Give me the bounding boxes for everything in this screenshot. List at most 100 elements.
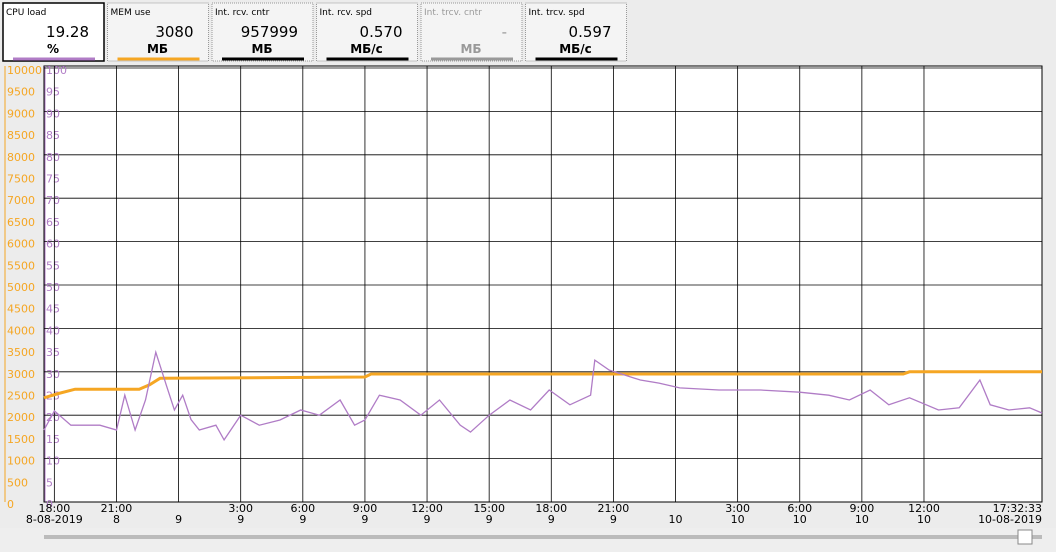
- panel[interactable]: [2, 2, 105, 62]
- panel[interactable]: [525, 2, 627, 62]
- panel-value: 3080: [155, 23, 193, 41]
- y-tick-label: 5000: [7, 281, 35, 294]
- x-tick-label: 21:00: [101, 502, 133, 515]
- panel-value: 19.28: [46, 23, 89, 41]
- y2-tick-label: 80: [46, 151, 60, 164]
- series-line: [43, 370, 1042, 400]
- y2-tick-label: 15: [46, 433, 60, 446]
- y2-tick-label: 10: [46, 455, 60, 468]
- x-tick-label: 3:00: [725, 502, 750, 515]
- y-tick-label: 4000: [7, 324, 35, 337]
- x-tick-label: 18:00: [535, 502, 567, 515]
- y-tick-label: 3500: [7, 346, 35, 359]
- y2-tick-label: 60: [46, 238, 60, 251]
- y2-tick-label: 85: [46, 129, 60, 142]
- y2-tick-label: 70: [46, 194, 60, 207]
- series-line: [43, 349, 1043, 442]
- panel-unit: МБ/с: [559, 42, 592, 56]
- panel-value: 0.570: [360, 23, 403, 41]
- x-tick-label: 18:00: [39, 502, 71, 515]
- x-tick-date: 10: [793, 513, 807, 526]
- y2-tick-label: 45: [46, 303, 60, 316]
- panel-title: Int. trcv. cntr: [424, 8, 482, 18]
- y-tick-label: 8500: [7, 129, 35, 142]
- y2-tick-label: 95: [46, 86, 60, 99]
- y-tick-label: 9000: [7, 107, 35, 120]
- x-tick-label: 15:00: [473, 502, 505, 515]
- panel[interactable]: [420, 2, 523, 62]
- panel[interactable]: [107, 2, 209, 62]
- y2-tick-label: 100: [46, 64, 67, 77]
- panel-value: 957999: [241, 23, 298, 41]
- y-tick-label: 4500: [7, 303, 35, 316]
- y-tick-label: 2000: [7, 411, 35, 424]
- x-tick-date: 9: [610, 513, 617, 526]
- x-tick-label: 21:00: [598, 502, 630, 515]
- y-tick-label: 3000: [7, 368, 35, 381]
- y-tick-label: 1500: [7, 433, 35, 446]
- panel-value: -: [502, 23, 507, 41]
- y-tick-label: 9500: [7, 86, 35, 99]
- y-tick-label: 6500: [7, 216, 35, 229]
- y-tick-label: 2500: [7, 390, 35, 403]
- panel-title: Int. trcv. spd: [529, 8, 585, 18]
- x-tick-date: 8-08-2019: [26, 513, 83, 526]
- panel-title: CPU load: [6, 8, 46, 18]
- y2-tick-label: 5: [46, 476, 53, 489]
- panel-unit: МБ: [251, 42, 272, 56]
- x-tick-label: 12:00: [908, 502, 940, 515]
- x-tick-label: 9:00: [850, 502, 875, 515]
- y-tick-label: 7500: [7, 173, 35, 186]
- panel-unit: МБ: [147, 42, 168, 56]
- y2-tick-label: 30: [46, 368, 60, 381]
- y2-tick-label: 55: [46, 259, 60, 272]
- x-tick-label: 6:00: [787, 502, 812, 515]
- y-tick-label: 7000: [7, 194, 35, 207]
- panel-title: MEM use: [111, 8, 151, 18]
- x-tick-date: 9: [175, 513, 182, 526]
- x-tick-date: 8: [113, 513, 120, 526]
- y-tick-label: 6000: [7, 238, 35, 251]
- y2-tick-label: 50: [46, 281, 60, 294]
- panel-value: 0.597: [569, 23, 612, 41]
- panel[interactable]: [316, 2, 418, 62]
- y2-tick-label: 40: [46, 324, 60, 337]
- panel-unit: %: [47, 42, 59, 56]
- y2-tick-label: 0: [46, 498, 53, 511]
- x-tick-date: 9: [486, 513, 493, 526]
- x-tick-label: 17:32:33: [993, 502, 1042, 515]
- x-tick-date: 9: [361, 513, 368, 526]
- x-tick-date: 10-08-2019: [978, 513, 1042, 526]
- y-tick-label: 500: [7, 476, 28, 489]
- x-tick-date: 9: [548, 513, 555, 526]
- x-tick-date: 9: [424, 513, 431, 526]
- y-tick-label: 0: [7, 498, 14, 511]
- x-tick-date: 10: [917, 513, 931, 526]
- y2-tick-label: 65: [46, 216, 60, 229]
- x-tick-date: 9: [237, 513, 244, 526]
- x-tick-label: 6:00: [290, 502, 315, 515]
- y2-tick-label: 35: [46, 346, 60, 359]
- panel-unit: МБ: [460, 42, 481, 56]
- y-tick-label: 8000: [7, 151, 35, 164]
- panel-unit: МБ/с: [350, 42, 383, 56]
- y-tick-label: 10000: [7, 64, 42, 77]
- y-tick-label: 1000: [7, 455, 35, 468]
- y-tick-label: 5500: [7, 259, 35, 272]
- y2-tick-label: 90: [46, 107, 60, 120]
- x-tick-date: 9: [299, 513, 306, 526]
- x-tick-label: 12:00: [411, 502, 443, 515]
- scroll-thumb[interactable]: [1017, 529, 1033, 545]
- y2-tick-label: 75: [46, 173, 60, 186]
- panel[interactable]: [211, 2, 314, 62]
- x-tick-label: 9:00: [353, 502, 378, 515]
- panel-title: Int. rcv. cntr: [215, 8, 270, 18]
- x-tick-date: 10: [731, 513, 745, 526]
- x-tick-date: 10: [855, 513, 869, 526]
- x-tick-label: 3:00: [228, 502, 253, 515]
- scrollbar[interactable]: [0, 528, 1056, 552]
- panel-title: Int. rcv. spd: [320, 8, 373, 18]
- plot-area: [43, 65, 1043, 503]
